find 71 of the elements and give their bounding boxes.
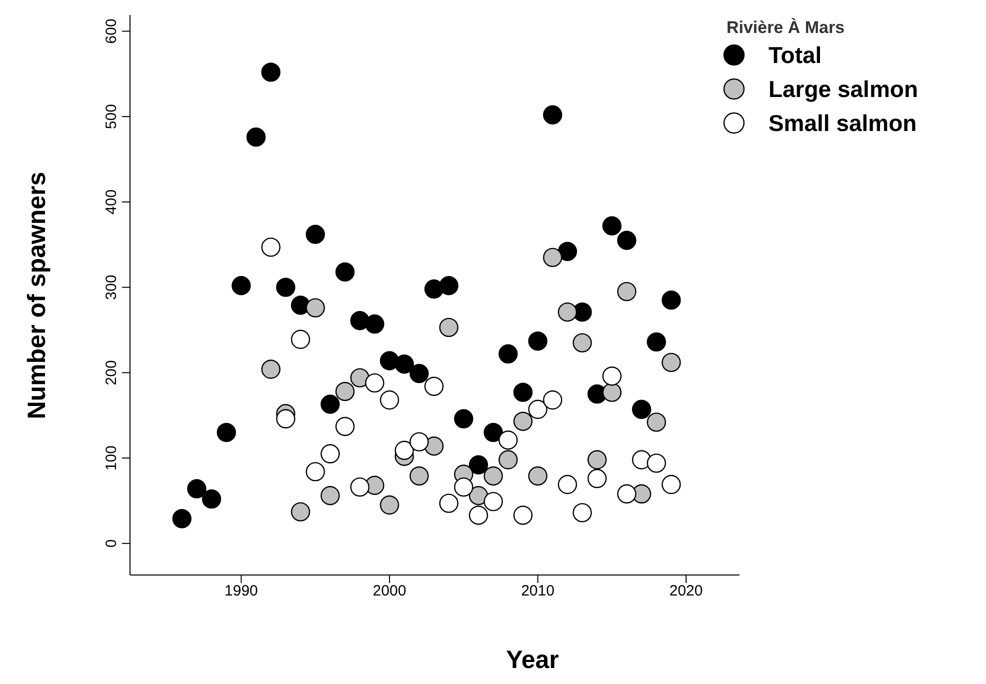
point <box>439 318 458 338</box>
point <box>410 466 429 486</box>
point <box>261 62 280 82</box>
point <box>261 360 280 379</box>
legend-label: Large salmon <box>768 76 918 102</box>
point <box>454 477 474 497</box>
y-tick-label: 400 <box>103 189 120 214</box>
point <box>632 400 652 419</box>
point <box>306 224 325 244</box>
y-tick-label: 0 <box>103 539 120 548</box>
y-tick-label: 200 <box>103 360 120 386</box>
point <box>484 422 503 442</box>
point <box>350 368 370 388</box>
x-tick-label: 1990 <box>224 582 258 600</box>
point <box>617 282 636 302</box>
point <box>468 455 488 474</box>
x-tick-label: 2010 <box>521 582 554 600</box>
point <box>290 502 310 522</box>
point <box>439 276 458 296</box>
point <box>320 394 340 414</box>
legend-label: Total <box>768 42 822 68</box>
point <box>365 314 384 334</box>
point <box>246 127 266 147</box>
point <box>498 450 518 470</box>
point <box>572 333 592 352</box>
point <box>276 278 296 297</box>
point <box>646 332 666 352</box>
y-tick-label: 500 <box>103 104 120 130</box>
point <box>602 382 622 402</box>
point <box>232 276 251 296</box>
y-tick-label: 300 <box>103 274 120 300</box>
point <box>320 486 340 506</box>
point <box>513 412 533 431</box>
legend-title: Rivière À Mars <box>726 18 846 38</box>
point <box>528 466 548 486</box>
point <box>202 489 222 509</box>
point <box>484 466 503 486</box>
point <box>558 302 578 322</box>
point <box>380 495 400 515</box>
y-axis-title: Number of spawners <box>24 171 52 419</box>
point <box>617 230 636 250</box>
point <box>172 509 192 528</box>
point <box>187 479 206 498</box>
point <box>543 105 562 124</box>
point <box>394 354 414 374</box>
point <box>335 382 355 402</box>
point <box>646 412 666 432</box>
point <box>394 440 414 460</box>
point <box>588 450 607 470</box>
point <box>662 290 681 310</box>
point <box>216 422 236 442</box>
point <box>424 436 444 456</box>
point <box>543 248 562 268</box>
point <box>662 352 681 372</box>
point <box>513 382 533 402</box>
point <box>335 262 355 282</box>
point <box>558 242 578 262</box>
point <box>454 409 474 428</box>
x-tick-label: 2000 <box>372 582 406 600</box>
x-tick-label: 2020 <box>669 582 703 600</box>
point <box>380 351 400 370</box>
x-axis-title: Year <box>505 646 560 675</box>
point <box>528 332 548 351</box>
y-tick-label: 100 <box>103 446 120 471</box>
point <box>498 344 518 364</box>
y-tick-label: 600 <box>103 18 120 44</box>
legend-label: Small salmon <box>768 110 917 136</box>
point <box>410 364 429 384</box>
point <box>306 298 325 318</box>
point <box>276 409 296 428</box>
point <box>602 216 622 236</box>
